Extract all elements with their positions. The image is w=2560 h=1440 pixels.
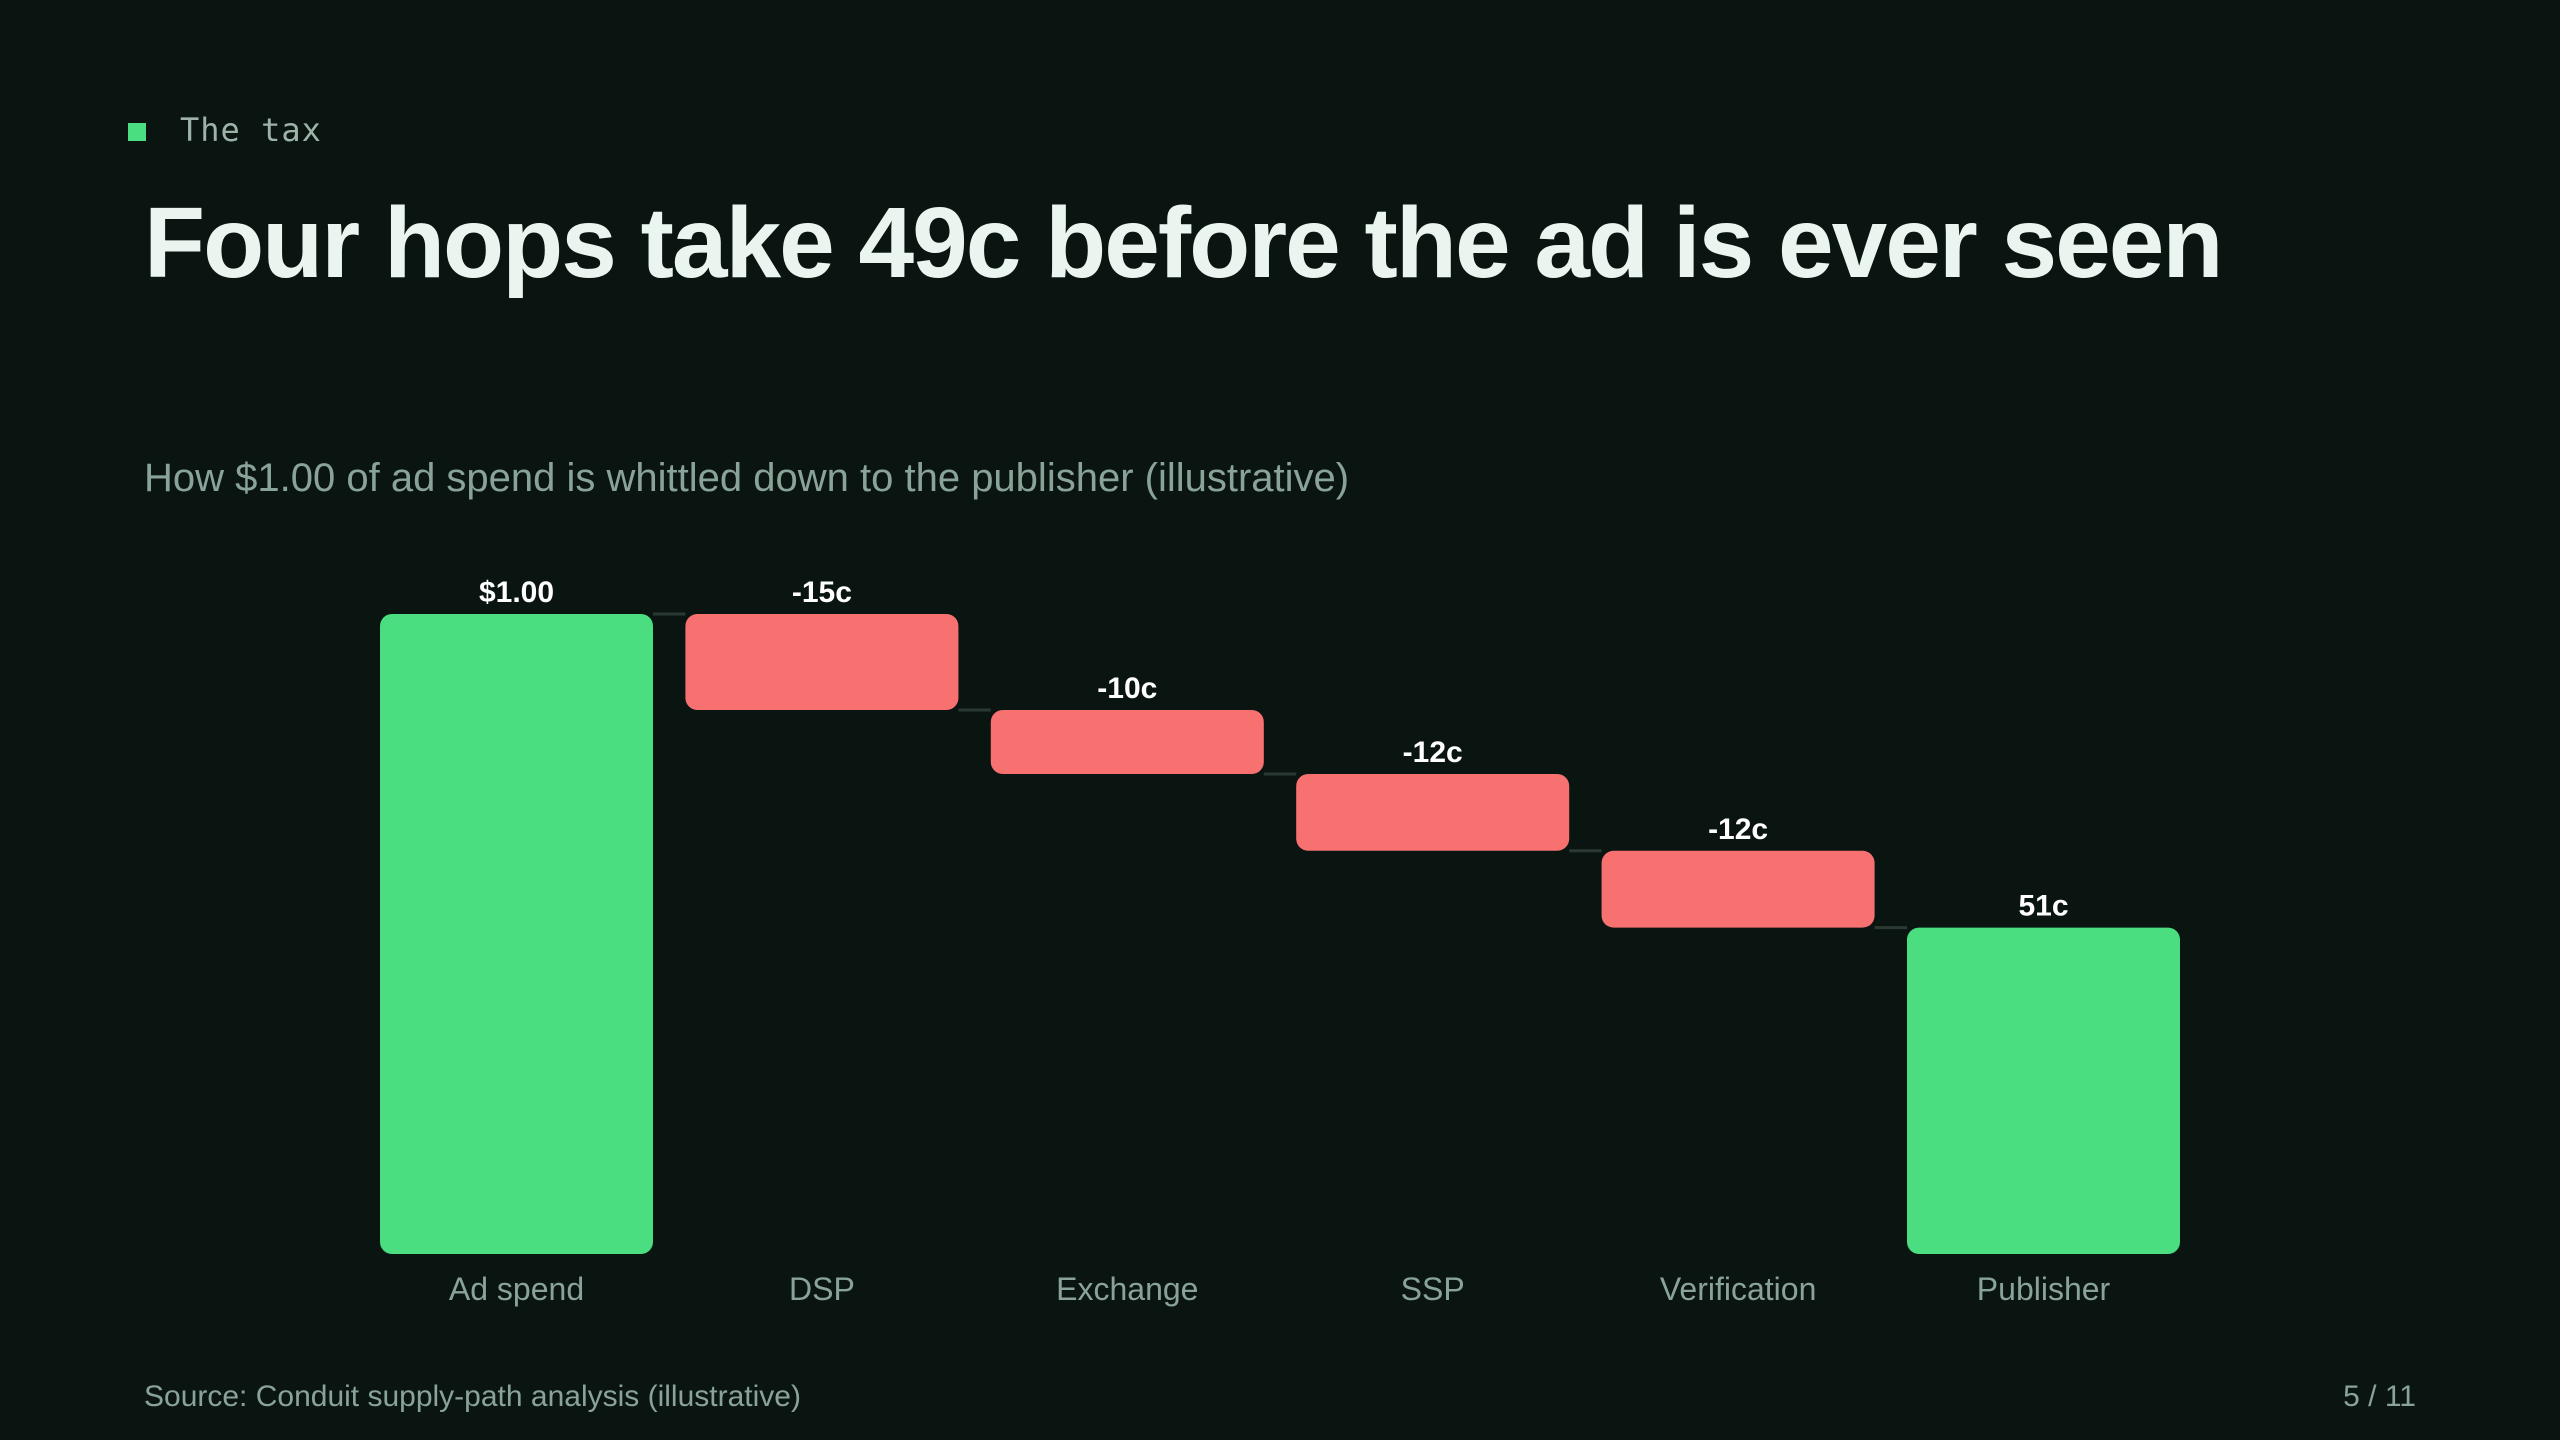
category-label-exchange: Exchange — [1056, 1271, 1198, 1307]
data-label-exchange: -10c — [1097, 672, 1157, 705]
data-label-ssp: -12c — [1403, 736, 1463, 769]
data-label-publisher: 51c — [2018, 890, 2068, 923]
eyebrow-label: The tax — [180, 111, 322, 149]
chart-subtitle: How $1.00 of ad spend is whittled down t… — [144, 456, 1350, 500]
page-number: 5 / 11 — [2343, 1380, 2416, 1413]
bar-exchange — [990, 710, 1264, 774]
data-label-verification: -12c — [1708, 813, 1768, 846]
bar-publisher — [1907, 927, 2180, 1254]
data-label-dsp: -15c — [792, 576, 852, 609]
eyebrow-square-icon — [128, 123, 146, 141]
category-label-dsp: DSP — [789, 1271, 855, 1307]
data-label-ad-spend: $1.00 — [479, 576, 554, 609]
bar-ad-spend — [380, 614, 653, 1254]
category-label-ssp: SSP — [1401, 1271, 1465, 1307]
category-label-verification: Verification — [1660, 1271, 1817, 1307]
source-note: Source: Conduit supply-path analysis (il… — [144, 1380, 801, 1413]
category-label-publisher: Publisher — [1977, 1271, 2111, 1307]
bar-ssp — [1296, 774, 1570, 851]
section-eyebrow: The tax — [128, 111, 322, 149]
bar-verification — [1601, 850, 1875, 928]
bar-dsp — [685, 614, 959, 710]
category-label-ad-spend: Ad spend — [449, 1271, 584, 1307]
slide-title: Four hops take 49c before the ad is ever… — [144, 187, 2223, 299]
